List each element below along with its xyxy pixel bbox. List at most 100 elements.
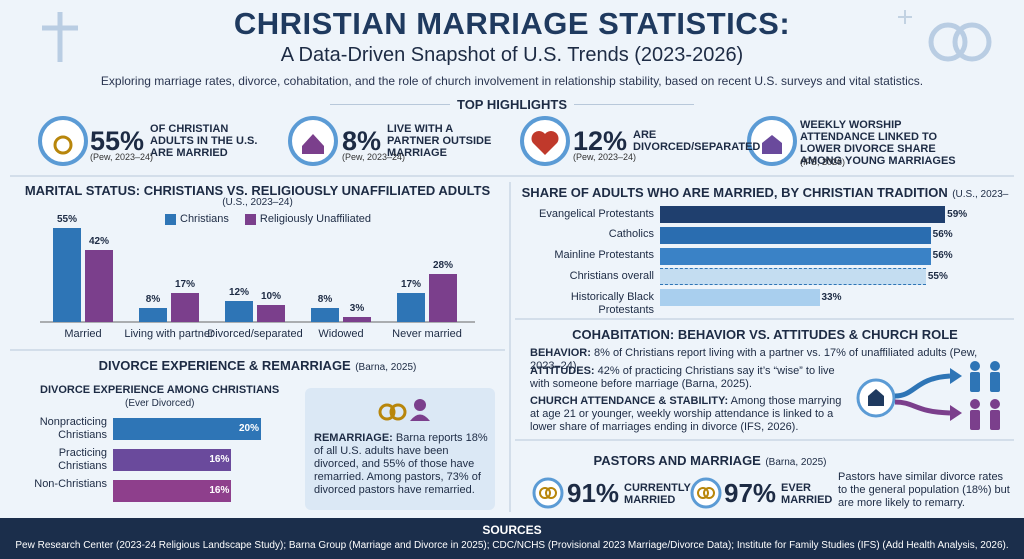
value-label: 28%	[432, 259, 453, 271]
highlight-text: WEEKLY WORSHIP ATTENDANCE LINKED TO LOWE…	[800, 119, 956, 167]
legend: Christians Religiously Unaffiliated	[165, 213, 371, 225]
section-heading: DIVORCE EXPERIENCE & REMARRIAGE (Barna, …	[10, 357, 505, 375]
item-label: BEHAVIOR:	[530, 347, 591, 359]
value-label: 33%	[821, 291, 842, 303]
section-heading: PASTORS AND MARRIAGE (Barna, 2025)	[515, 452, 905, 470]
bar	[660, 289, 820, 307]
bar	[139, 308, 167, 322]
stat-value: 97%	[724, 478, 777, 508]
pastor-note: Pastors have similar divorce rates to th…	[838, 471, 1010, 509]
note-text: Barna reports 18% of all U.S. adults hav…	[314, 432, 488, 496]
section-title: PASTORS AND MARRIAGE	[593, 453, 761, 468]
plot: Nonpracticing Christians 20% Practicing Ch…	[20, 416, 300, 508]
highlight-source: (Pew, 2023–24)	[342, 152, 406, 162]
item-label: CHURCH ATTENDANCE & STABILITY:	[530, 395, 729, 407]
bar	[343, 316, 371, 322]
chart-title: DIVORCE EXPERIENCE AMONG CHRISTIANS	[40, 384, 280, 396]
bar	[113, 480, 232, 502]
y-tick-label: Catholics	[608, 228, 654, 241]
section-source: (Barna, 2025)	[765, 457, 827, 468]
footer-title: SOURCES	[482, 523, 542, 537]
value-label: 12%	[228, 287, 249, 299]
highlight-source: (IFS, 2026)	[800, 157, 846, 167]
highlight: 8% LIVE WITH A PARTNER OUTSIDE MARRIAGE	[342, 115, 517, 167]
rule	[330, 104, 450, 105]
value-label: 20%	[238, 423, 259, 434]
cohab-item: BEHAVIOR: 8% of Christians report living…	[530, 347, 1010, 373]
y-tick-label: Historically Black Protestants	[570, 290, 654, 316]
value-label: 55%	[56, 213, 77, 225]
value-label: 3%	[349, 302, 365, 314]
legend-swatch	[165, 213, 176, 225]
bar	[397, 292, 425, 322]
section-title: TOP HIGHLIGHTS	[456, 97, 568, 112]
highlight-value: 8%	[342, 125, 382, 156]
highlight-source: (Pew, 2023–24)	[90, 152, 154, 162]
y-tick-label: Practicing Christians	[58, 447, 107, 472]
bar	[171, 292, 199, 322]
bar	[660, 206, 946, 223]
value-label: 8%	[145, 294, 161, 306]
value-label: 16%	[209, 485, 230, 496]
section-title: DIVORCE EXPERIENCE & REMARRIAGE	[98, 358, 351, 373]
x-tick-label: Living with partner	[124, 328, 214, 340]
value-label: 8%	[317, 294, 333, 306]
y-tick-label: Nonpracticing Christians	[39, 416, 107, 441]
highlight-text: LIVE WITH A PARTNER OUTSIDE MARRIAGE	[387, 123, 492, 159]
highlight-text: ARE DIVORCED/SEPARATED	[633, 129, 761, 153]
chart-subtitle: (U.S., 2023–24)	[222, 197, 293, 208]
highlight: 55% OF CHRISTIAN ADULTS IN THE U.S. ARE …	[90, 115, 280, 167]
value-label: 56%	[932, 250, 953, 262]
footer: SOURCES Pew Research Center (2023-24 Rel…	[0, 518, 1024, 559]
chart-subtitle: (Ever Divorced)	[125, 398, 195, 409]
y-tick-label: Christians overall	[569, 269, 654, 282]
bar	[113, 418, 261, 440]
highlight-value: 55%	[90, 125, 145, 156]
title: CHRISTIAN MARRIAGE STATISTICS:	[233, 6, 791, 41]
bar	[225, 301, 253, 322]
legend-swatch	[244, 213, 256, 225]
intro: Exploring marriage rates, divorce, cohab…	[100, 74, 924, 88]
value-label: 59%	[947, 208, 968, 220]
x-tick-label: Never married	[392, 328, 462, 340]
remarriage-note: REMARRIAGE: Barna reports 18% of all U.S…	[314, 432, 489, 497]
item-label: ATTITUDES:	[530, 365, 595, 377]
value-label: 10%	[260, 290, 281, 302]
plot: Evangelical Protestants 59% Catholics 56% Ma…	[515, 206, 1015, 316]
rule	[574, 104, 694, 105]
bar	[257, 304, 285, 322]
bar	[113, 449, 232, 471]
item-text: 42% of practicing Christians say it’s “w…	[530, 365, 835, 390]
bar	[660, 268, 926, 286]
value-label: 56%	[932, 229, 953, 241]
highlight-text: OF CHRISTIAN ADULTS IN THE U.S. ARE MARR…	[150, 123, 258, 159]
chart-title: SHARE OF ADULTS WHO ARE MARRIED, BY CHRI…	[521, 185, 948, 200]
section-source: (Barna, 2025)	[355, 362, 417, 373]
value-label: 55%	[927, 270, 948, 282]
cohab-item: ATTITUDES: 42% of practicing Christians …	[530, 365, 850, 391]
x-tick-label: Widowed	[318, 328, 364, 340]
stat-value: 91%	[567, 478, 620, 508]
bar	[429, 273, 457, 322]
pastor-stat: 91% CURRENTLY MARRIED	[567, 478, 691, 509]
x-tick-label: Married	[64, 328, 102, 340]
bar	[660, 226, 931, 244]
item-text: 8% of Christians report living with a pa…	[530, 347, 978, 372]
note-label: REMARRIAGE:	[314, 432, 393, 444]
bar	[85, 249, 113, 322]
chart-title: MARITAL STATUS: CHRISTIANS VS. RELIGIOUS…	[24, 183, 491, 198]
subtitle: A Data-Driven Snapshot of U.S. Trends (2…	[280, 44, 744, 66]
bar	[53, 227, 81, 322]
pastor-stat: 97% EVER MARRIED	[724, 478, 832, 509]
y-tick-label: Mainline Protestants	[554, 249, 654, 262]
stat-label: CURRENTLY MARRIED	[624, 481, 691, 506]
highlight: 12% ARE DIVORCED/SEPARATED	[573, 115, 761, 167]
footer-text: Pew Research Center (2023-24 Religious L…	[15, 540, 1009, 551]
value-label: 16%	[209, 454, 230, 465]
plot: Married 55% 42% Living with partner 8% 17% Div…	[40, 214, 470, 340]
highlight-value: 12%	[573, 125, 628, 156]
y-tick-label: Non-Christians	[34, 478, 107, 490]
bar	[311, 308, 339, 322]
